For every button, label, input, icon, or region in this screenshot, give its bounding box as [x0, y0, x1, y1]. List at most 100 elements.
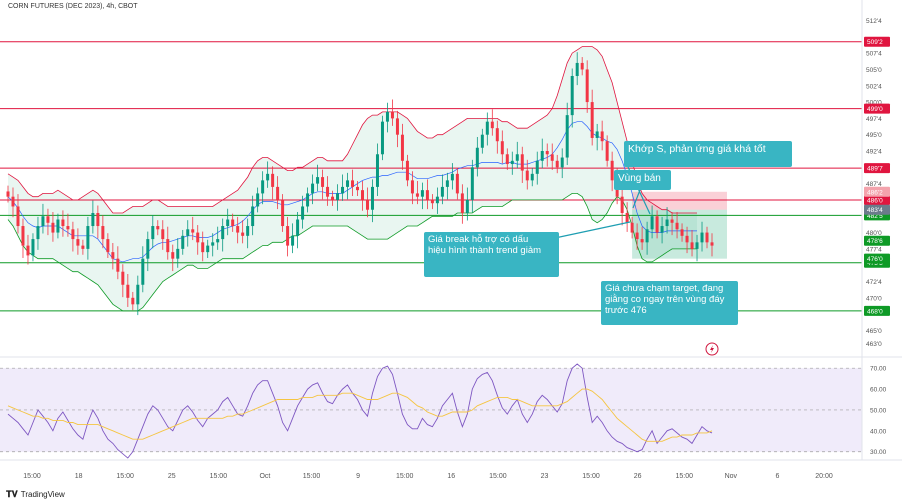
- candle[interactable]: [485, 112, 489, 146]
- candle[interactable]: [580, 57, 584, 76]
- candle[interactable]: [21, 218, 25, 259]
- candle[interactable]: [121, 264, 125, 298]
- candle[interactable]: [535, 151, 539, 185]
- candle[interactable]: [256, 187, 260, 213]
- candle[interactable]: [356, 181, 360, 197]
- candle[interactable]: [51, 212, 55, 242]
- candle[interactable]: [166, 226, 170, 260]
- candle[interactable]: [400, 123, 404, 170]
- candle[interactable]: [76, 228, 80, 255]
- candle[interactable]: [306, 187, 310, 213]
- candle[interactable]: [261, 171, 265, 205]
- candle[interactable]: [365, 187, 369, 218]
- candle[interactable]: [670, 212, 674, 236]
- candle[interactable]: [480, 128, 484, 154]
- candle[interactable]: [36, 216, 40, 250]
- candle[interactable]: [226, 208, 230, 236]
- candle[interactable]: [425, 179, 429, 210]
- candle[interactable]: [341, 174, 345, 201]
- candle[interactable]: [246, 218, 250, 249]
- candle[interactable]: [630, 216, 634, 239]
- candle[interactable]: [540, 138, 544, 169]
- candle[interactable]: [86, 216, 90, 260]
- candle[interactable]: [46, 208, 50, 236]
- candle[interactable]: [645, 221, 649, 255]
- candle[interactable]: [101, 215, 105, 249]
- annotation-callout[interactable]: Khớp S, phản ứng giá khá tốt: [624, 141, 792, 167]
- candle[interactable]: [600, 120, 604, 151]
- candle[interactable]: [660, 216, 664, 244]
- candle[interactable]: [186, 220, 190, 247]
- candle[interactable]: [211, 233, 215, 257]
- candle[interactable]: [161, 220, 165, 250]
- candle[interactable]: [126, 273, 130, 307]
- candle[interactable]: [271, 166, 275, 200]
- candle[interactable]: [360, 181, 364, 211]
- candle[interactable]: [595, 123, 599, 151]
- candle[interactable]: [520, 146, 524, 183]
- candle[interactable]: [221, 218, 225, 252]
- candle[interactable]: [685, 226, 689, 254]
- candle[interactable]: [620, 189, 624, 226]
- candle[interactable]: [291, 223, 295, 254]
- candle[interactable]: [146, 231, 150, 272]
- candle[interactable]: [131, 291, 135, 311]
- annotation-callout[interactable]: Vùng bán: [614, 170, 671, 190]
- candle[interactable]: [565, 102, 569, 166]
- candle[interactable]: [336, 184, 340, 211]
- candle[interactable]: [585, 60, 589, 113]
- candle[interactable]: [650, 205, 654, 239]
- candle[interactable]: [695, 234, 699, 262]
- candle[interactable]: [420, 182, 424, 210]
- candle[interactable]: [191, 216, 195, 241]
- candle[interactable]: [640, 226, 644, 250]
- candle[interactable]: [151, 215, 155, 249]
- candle[interactable]: [510, 151, 514, 175]
- candle[interactable]: [680, 223, 684, 242]
- candle[interactable]: [375, 143, 379, 197]
- candle[interactable]: [470, 159, 474, 213]
- candle[interactable]: [705, 226, 709, 249]
- candle[interactable]: [380, 115, 384, 161]
- candle[interactable]: [405, 154, 409, 187]
- candles-layer[interactable]: [6, 52, 714, 316]
- candle[interactable]: [6, 185, 10, 203]
- candle[interactable]: [81, 239, 85, 255]
- candle[interactable]: [236, 216, 240, 244]
- candle[interactable]: [700, 221, 704, 252]
- candle[interactable]: [56, 213, 60, 239]
- candle[interactable]: [111, 243, 115, 270]
- candle[interactable]: [465, 187, 469, 221]
- candle[interactable]: [440, 174, 444, 205]
- candle[interactable]: [331, 190, 335, 206]
- candle[interactable]: [301, 195, 305, 229]
- candle[interactable]: [316, 164, 320, 192]
- candle[interactable]: [590, 89, 594, 146]
- candle[interactable]: [390, 99, 394, 126]
- candle[interactable]: [665, 207, 669, 234]
- candle[interactable]: [690, 229, 694, 257]
- candle[interactable]: [296, 212, 300, 249]
- candle[interactable]: [410, 171, 414, 205]
- candle[interactable]: [500, 130, 504, 164]
- candle[interactable]: [505, 148, 509, 170]
- candle[interactable]: [276, 176, 280, 210]
- candle[interactable]: [241, 220, 245, 244]
- candle[interactable]: [625, 202, 629, 232]
- candle[interactable]: [311, 174, 315, 205]
- candle[interactable]: [251, 195, 255, 236]
- candle[interactable]: [605, 135, 609, 167]
- candle[interactable]: [550, 143, 554, 170]
- candle[interactable]: [575, 52, 579, 86]
- candle[interactable]: [370, 179, 374, 223]
- candle[interactable]: [415, 181, 419, 205]
- candle[interactable]: [141, 246, 145, 293]
- candle[interactable]: [321, 169, 325, 200]
- candle[interactable]: [530, 167, 534, 187]
- candle[interactable]: [96, 205, 100, 239]
- candle[interactable]: [346, 172, 350, 200]
- lightning-icon[interactable]: [705, 342, 719, 356]
- candle[interactable]: [385, 102, 389, 133]
- candle[interactable]: [71, 221, 75, 252]
